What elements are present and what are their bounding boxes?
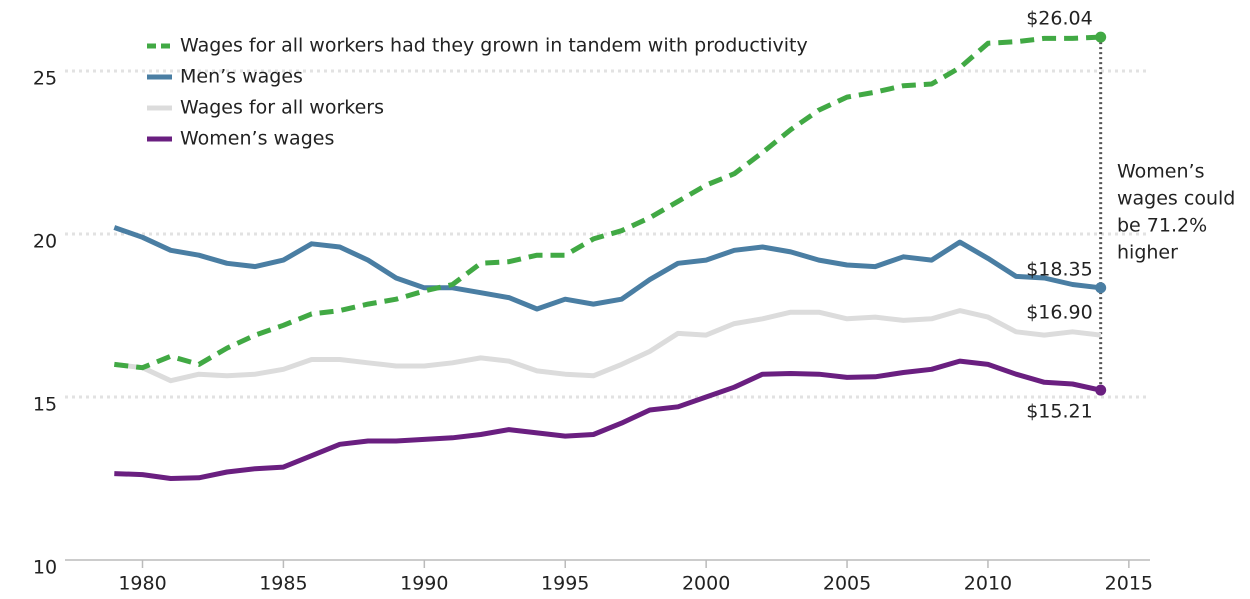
legend-label: Wages for all workers had they grown in … xyxy=(180,35,808,57)
legend: Wages for all workers had they grown in … xyxy=(147,35,808,150)
x-tick-label: 1990 xyxy=(400,573,448,595)
annotation: Women’s xyxy=(1117,161,1204,183)
y-tick-label: 10 xyxy=(33,557,57,579)
legend-label: Men’s wages xyxy=(180,66,303,88)
annotation: be 71.2% xyxy=(1117,215,1207,237)
series-line xyxy=(114,34,1101,371)
x-tick-label: 1985 xyxy=(259,573,307,595)
x-tick-label: 1980 xyxy=(118,573,166,595)
y-tick-label: 15 xyxy=(33,394,57,416)
value-label: $26.04 xyxy=(1026,8,1092,30)
value-label: $16.90 xyxy=(1026,302,1092,324)
series-line xyxy=(114,358,1102,481)
end-dot xyxy=(1095,384,1107,396)
value-label: $15.21 xyxy=(1026,401,1092,423)
series-line xyxy=(114,308,1101,384)
legend-label: Wages for all workers xyxy=(180,97,384,119)
y-tick-label: 20 xyxy=(33,231,57,253)
annotation: wages could xyxy=(1117,188,1235,210)
series-line xyxy=(113,225,1101,312)
end-dot xyxy=(1095,282,1107,294)
legend-label: Women’s wages xyxy=(180,128,334,150)
value-label: $18.35 xyxy=(1026,258,1092,280)
end-dot xyxy=(1095,31,1107,43)
x-tick-label: 2015 xyxy=(1105,573,1153,595)
annotation: higher xyxy=(1117,242,1178,264)
x-tick-label: 1995 xyxy=(541,573,589,595)
y-tick-label: 25 xyxy=(33,68,57,90)
x-tick-label: 2010 xyxy=(964,573,1012,595)
x-tick-label: 2000 xyxy=(682,573,730,595)
x-tick-label: 2005 xyxy=(823,573,871,595)
